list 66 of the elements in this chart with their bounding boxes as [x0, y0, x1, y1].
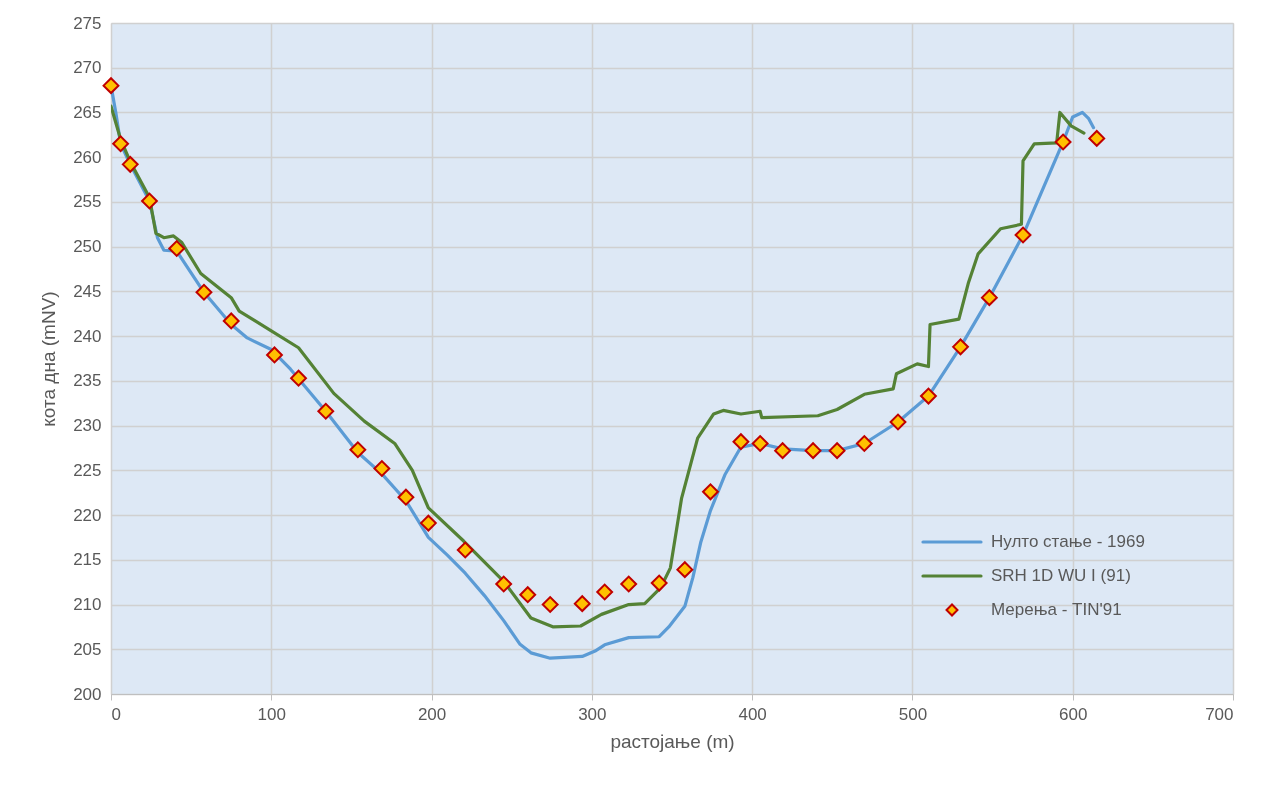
y-tick-label: 245	[73, 281, 102, 301]
x-tick-label: 300	[578, 704, 607, 724]
point	[102, 77, 120, 95]
x-tick-label: 600	[1059, 704, 1088, 724]
point	[349, 441, 367, 459]
y-tick-label: 235	[73, 371, 102, 391]
point	[702, 483, 719, 501]
legend-label: Мерења - TIN'91	[991, 600, 1122, 619]
point	[732, 433, 750, 451]
point	[573, 595, 591, 613]
point	[1054, 133, 1072, 151]
y-tick-label: 240	[73, 326, 102, 346]
y-tick-label: 205	[73, 639, 102, 659]
point	[980, 289, 998, 307]
point	[397, 488, 415, 506]
x-tick-label: 100	[257, 704, 286, 724]
point	[121, 155, 139, 173]
x-tick-label: 500	[898, 704, 928, 724]
point	[141, 192, 158, 210]
y-tick-label: 275	[73, 13, 102, 33]
point	[1014, 226, 1032, 244]
point	[266, 346, 283, 364]
point	[317, 402, 335, 420]
y-axis-title: кота дна (mNV)	[38, 291, 60, 427]
point	[751, 435, 769, 452]
x-tick-label: 200	[417, 704, 447, 724]
y-tick-label: 265	[73, 102, 102, 122]
point	[828, 442, 846, 460]
y-tick-label: 260	[73, 147, 102, 167]
point	[804, 442, 822, 460]
point	[952, 338, 969, 356]
point	[650, 574, 668, 592]
point	[620, 575, 638, 593]
x-axis-title: растојање (m)	[610, 730, 735, 752]
point	[541, 596, 559, 613]
y-tick-label: 230	[73, 416, 102, 436]
point	[855, 435, 873, 452]
y-tick-label: 220	[73, 505, 102, 525]
point	[1088, 130, 1106, 147]
y-tick-label: 210	[73, 595, 102, 615]
x-tick-label: 0	[111, 704, 121, 724]
point	[889, 413, 907, 431]
point	[168, 240, 186, 257]
point	[290, 369, 307, 387]
point	[495, 575, 513, 593]
x-tick-label: 400	[738, 704, 767, 724]
point	[596, 583, 614, 601]
point	[373, 460, 391, 477]
point	[195, 283, 213, 301]
point	[456, 541, 474, 559]
point	[774, 442, 792, 460]
y-tick-label: 225	[73, 460, 102, 480]
legend-label: Нулто стање - 1969	[991, 532, 1145, 551]
point	[920, 387, 937, 405]
point	[519, 586, 537, 604]
point	[112, 135, 130, 153]
y-tick-label: 200	[73, 684, 102, 704]
y-tick-label: 215	[73, 550, 102, 570]
x-tick-label: 700	[1205, 704, 1234, 724]
point	[222, 312, 240, 330]
legend-label: SRH 1D WU I (91)	[991, 566, 1131, 585]
y-tick-label: 250	[73, 237, 102, 257]
y-tick-label: 270	[73, 58, 102, 78]
point	[419, 514, 437, 532]
point	[676, 561, 694, 579]
y-tick-label: 255	[73, 192, 102, 212]
